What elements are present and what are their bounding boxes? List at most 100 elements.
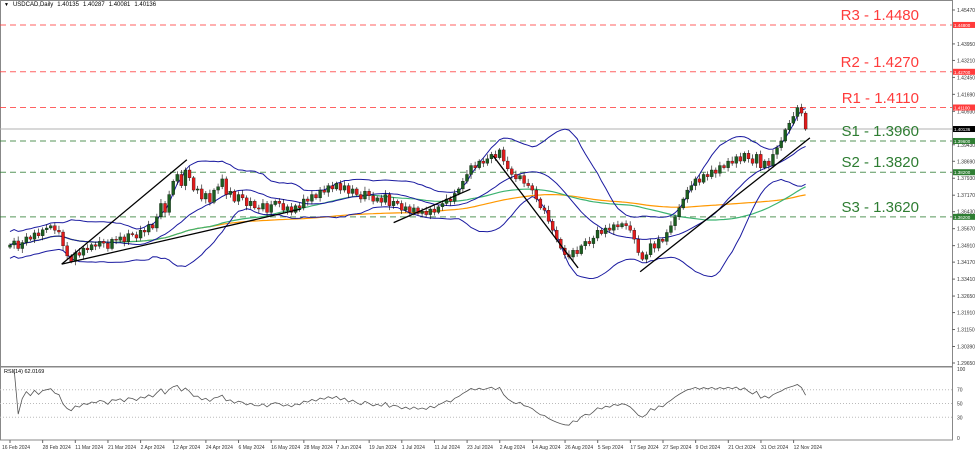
high-value: 1.40287 (83, 2, 105, 8)
candle-body (326, 185, 330, 193)
rsi-tick-label: 0 (957, 436, 960, 442)
candle-body (277, 201, 281, 204)
candle (510, 166, 514, 179)
candle-body (147, 224, 151, 233)
candle (620, 221, 624, 229)
candle-body (485, 158, 490, 164)
candle (318, 186, 322, 202)
candle (232, 189, 237, 204)
candle-body (269, 204, 273, 213)
candle-body (134, 234, 139, 239)
x-tick-label: 12 Apr 2024 (173, 445, 200, 451)
candle-body (506, 160, 510, 170)
candle (514, 170, 518, 183)
dropdown-triangle-icon[interactable]: ▼ (4, 2, 9, 8)
candle (94, 241, 98, 251)
level-axis-label: 1.38200 (954, 170, 971, 175)
y-tick-label: 1.37170 (957, 193, 975, 199)
candle-body (159, 203, 163, 217)
candle-body (481, 160, 485, 164)
candle (53, 222, 57, 235)
trendline (61, 208, 302, 265)
candle (787, 120, 791, 134)
rsi-label: RSI(14) 62.0169 (4, 369, 45, 375)
candle-body (661, 239, 665, 242)
candle-body (375, 197, 379, 202)
candle-body (346, 185, 351, 194)
candle-body (94, 244, 98, 247)
candle-body (261, 203, 265, 210)
candle-body (697, 178, 702, 183)
candle (648, 239, 653, 258)
candle-body (371, 195, 375, 202)
candle (693, 176, 698, 191)
candle-body (742, 153, 747, 162)
candle-body (583, 241, 587, 247)
candle-body (289, 206, 294, 213)
rsi-tick-label: 30 (957, 415, 963, 421)
candle (159, 198, 163, 220)
candle (436, 205, 441, 215)
candle-body (787, 122, 791, 130)
candle-body (514, 174, 518, 180)
candle (330, 181, 334, 193)
candle-body (587, 241, 592, 244)
candle-body (175, 174, 179, 182)
candle (351, 185, 355, 197)
candle (293, 203, 298, 215)
candle-body (281, 203, 286, 211)
candle (359, 191, 363, 203)
trendline (639, 137, 811, 273)
candle (102, 238, 106, 248)
candle (363, 186, 367, 202)
candle-body (718, 165, 722, 174)
candle-body (424, 211, 428, 215)
candle-body (285, 206, 290, 211)
candle-body (522, 175, 526, 184)
candle (257, 204, 261, 213)
rsi-pane-frame (0, 366, 953, 441)
candle (122, 234, 126, 247)
x-tick-label: 24 Apr 2024 (206, 445, 233, 451)
candle-body (298, 205, 302, 209)
candle (661, 237, 665, 244)
candle (771, 149, 775, 168)
candle-body (28, 236, 33, 240)
candle-body (306, 198, 310, 202)
candle-body (65, 245, 69, 257)
candle-body (183, 169, 188, 186)
candle (298, 202, 302, 212)
x-tick-label: 12 Nov 2024 (794, 445, 823, 451)
x-tick-label: 5 Sep 2024 (598, 445, 624, 451)
candle (367, 188, 371, 201)
candle-body (85, 247, 90, 251)
level-axis-badge (953, 21, 975, 28)
candle (485, 154, 490, 166)
candle (302, 194, 306, 211)
candle (65, 242, 69, 260)
candle (191, 176, 196, 192)
candle-body (779, 140, 783, 148)
candle (338, 180, 343, 194)
candle (57, 225, 61, 235)
candle (36, 228, 41, 239)
candle (530, 183, 534, 195)
candle (236, 191, 241, 206)
candle-body (473, 165, 477, 168)
level-axis-label: 1.39600 (954, 139, 971, 144)
candle-body (391, 201, 396, 206)
candle (196, 185, 200, 194)
rsi-line (13, 368, 806, 426)
candle (32, 229, 37, 243)
y-tick-label: 1.32650 (957, 294, 975, 300)
candle (106, 239, 110, 252)
candle (799, 103, 804, 117)
candle (322, 185, 326, 195)
candle (114, 236, 118, 245)
candle-body (102, 241, 106, 244)
candle (652, 241, 657, 253)
candle (710, 165, 714, 180)
candle-body (579, 245, 583, 254)
candle-body (122, 236, 126, 242)
